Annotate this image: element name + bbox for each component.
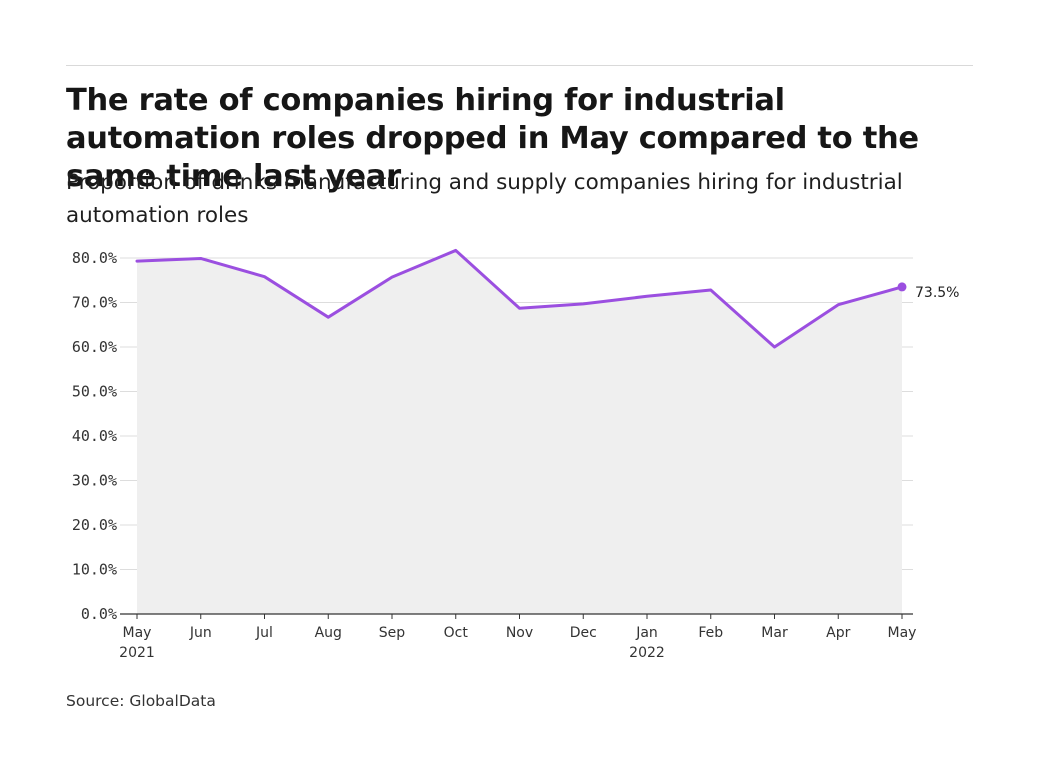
- y-tick-label: 10.0%: [72, 561, 117, 579]
- y-tick-label: 70.0%: [72, 294, 117, 312]
- x-tick-label: Feb: [698, 625, 723, 641]
- x-tick-label: Jul: [255, 625, 273, 641]
- x-tick-label: Dec: [570, 625, 597, 641]
- y-tick-label: 20.0%: [72, 516, 117, 534]
- x-tick-label: Sep: [379, 625, 406, 641]
- x-tick-label: May: [123, 625, 152, 641]
- chart-title: The rate of companies hiring for industr…: [66, 83, 919, 194]
- y-tick-label: 40.0%: [72, 427, 117, 445]
- x-tick-label: Mar: [761, 625, 788, 641]
- line-chart: 0.0% 10.0% 20.0% 30.0% 40.0% 50.0% 60.0% 70.0% 8…: [72, 248, 959, 661]
- end-point-label: 73.5%: [915, 285, 959, 301]
- x-tick-label: May: [888, 625, 917, 641]
- x-tick-label: Jan: [635, 625, 658, 641]
- end-point-marker: [897, 282, 907, 292]
- x-tick-label: Oct: [444, 625, 469, 641]
- x-tick-label: Jun: [189, 625, 212, 641]
- y-tick-label: 0.0%: [81, 605, 117, 623]
- top-divider: [66, 65, 973, 66]
- y-tick-label: 30.0%: [72, 472, 117, 490]
- x-year-label: 2021: [119, 645, 155, 661]
- x-tick-label: Aug: [315, 625, 342, 641]
- x-tick-label: Nov: [506, 625, 533, 641]
- source-note: Source: GlobalData: [66, 692, 216, 710]
- x-axis-ticks: May 2021 Jun Jul Aug Sep Oct Nov Dec Jan 2022 Feb Ma…: [119, 614, 916, 661]
- area-fill: [137, 250, 902, 614]
- y-tick-label: 50.0%: [72, 383, 117, 401]
- y-tick-label: 80.0%: [72, 249, 117, 267]
- y-axis-ticks: 0.0% 10.0% 20.0% 30.0% 40.0% 50.0% 60.0% 70.0% 8…: [72, 249, 117, 623]
- chart-subtitle: Proportion of drinks manufacturing and s…: [66, 170, 903, 228]
- y-tick-label: 60.0%: [72, 338, 117, 356]
- x-year-label: 2022: [629, 645, 665, 661]
- series-line: [135, 248, 904, 349]
- x-tick-label: Apr: [826, 625, 850, 641]
